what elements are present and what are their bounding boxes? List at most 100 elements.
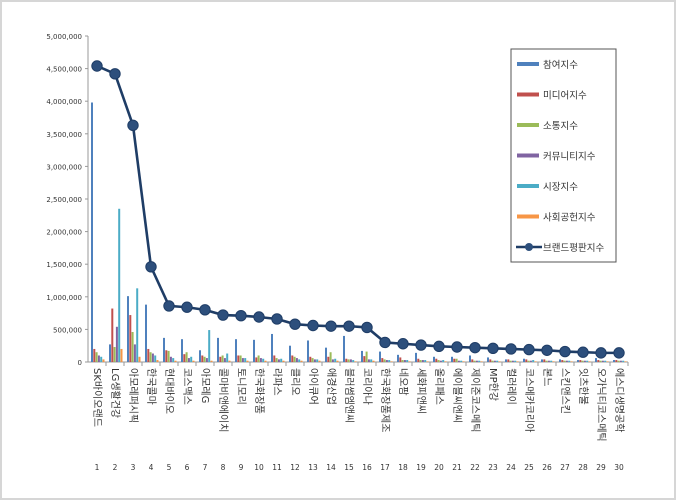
bar [511, 360, 514, 362]
category-label: 코스메카코리아 [523, 368, 535, 432]
bar [347, 359, 350, 362]
category-label: 에스디생명공학 [613, 368, 625, 432]
bar [577, 360, 579, 362]
bar [273, 355, 276, 362]
rank-label: 14 [326, 463, 336, 472]
category-label: 코스맥스 [181, 368, 193, 405]
bar [597, 360, 600, 362]
bar [336, 360, 339, 362]
rank-label: 24 [506, 463, 516, 472]
bar [426, 361, 429, 362]
bar [617, 360, 620, 362]
bar [385, 360, 388, 362]
bar [379, 351, 381, 362]
category-label: 아모레퍼시픽 [127, 368, 139, 423]
bar [545, 360, 548, 362]
bar [255, 357, 258, 362]
bar [174, 360, 177, 362]
y-tick-label: 2,500,000 [46, 196, 82, 204]
brand-index-point [433, 340, 445, 353]
rank-label: 5 [167, 463, 172, 472]
bar [241, 358, 244, 362]
category-label: 한국화장품제조 [379, 368, 391, 432]
bar-series [91, 102, 627, 362]
bar [613, 360, 615, 362]
bar [181, 339, 183, 362]
bar [516, 361, 519, 362]
bar [622, 360, 625, 362]
legend-label: 사회공헌지수 [543, 213, 596, 224]
rank-label: 7 [203, 463, 208, 472]
brand-index-point [289, 318, 301, 330]
bar [226, 353, 229, 362]
bar [475, 360, 478, 362]
bar [309, 356, 312, 362]
chart-axes: 0 500,000 1,000,000 1,500,000 2,000,000 2,500… [46, 33, 629, 367]
bar [383, 359, 386, 362]
y-tick-label: 5,000,000 [46, 33, 82, 41]
category-label: 네오팜 [397, 368, 409, 396]
rank-label: 9 [239, 463, 244, 472]
bar [253, 339, 255, 362]
bar [417, 358, 420, 362]
brand-index-point [523, 343, 535, 356]
bar [581, 360, 584, 362]
rank-label: 21 [452, 463, 462, 472]
rank-label: 13 [308, 463, 318, 472]
bar [439, 360, 442, 362]
bar [313, 359, 316, 362]
brand-index-point [235, 310, 247, 322]
bar [473, 360, 476, 362]
bar [129, 315, 132, 362]
bar [149, 352, 152, 362]
bar [457, 360, 460, 362]
y-tick-label: 1,000,000 [46, 294, 82, 302]
y-tick-label: 3,500,000 [46, 131, 82, 139]
category-label: LG생활건강 [109, 368, 122, 418]
bar [221, 355, 224, 362]
bar [185, 352, 188, 362]
bar [478, 360, 481, 362]
bar [437, 360, 440, 362]
brand-index-point [541, 344, 553, 356]
bar [442, 360, 445, 362]
rank-label: 29 [596, 463, 606, 472]
category-label: 아이큐어 [307, 368, 319, 405]
category-label: SK바이오랜드 [91, 368, 103, 427]
brand-index-point [613, 347, 625, 359]
bar [111, 308, 114, 362]
bar [138, 356, 141, 362]
brand-index-point [577, 346, 589, 358]
category-label: 한국콜마 [145, 368, 157, 405]
bar [433, 356, 435, 362]
bar [419, 360, 422, 362]
bar [361, 350, 363, 362]
legend-swatch [517, 153, 539, 158]
category-label: 토니모리 [235, 368, 247, 405]
category-label: 잇츠한불 [577, 368, 589, 405]
bar [399, 357, 402, 362]
bar [100, 356, 103, 362]
bar [257, 355, 260, 362]
bar [264, 360, 267, 362]
bar [451, 356, 453, 362]
category-label: 제이준코스메틱 [469, 368, 481, 432]
bar [543, 359, 546, 362]
bar [219, 356, 222, 362]
bar [277, 359, 280, 362]
category-label: 스킨앤스킨 [559, 368, 571, 414]
category-label: 클리오 [289, 368, 301, 396]
bar [469, 355, 471, 362]
bar [354, 361, 357, 362]
bar [586, 360, 589, 362]
category-label: 콜마비앤에이치 [217, 368, 229, 432]
bar [601, 360, 604, 362]
bar [615, 360, 618, 362]
rank-label: 1 [95, 463, 100, 472]
rank-label: 17 [380, 463, 390, 472]
bar [367, 359, 370, 362]
bar [363, 356, 366, 362]
bar [282, 360, 285, 362]
bar [289, 345, 291, 362]
